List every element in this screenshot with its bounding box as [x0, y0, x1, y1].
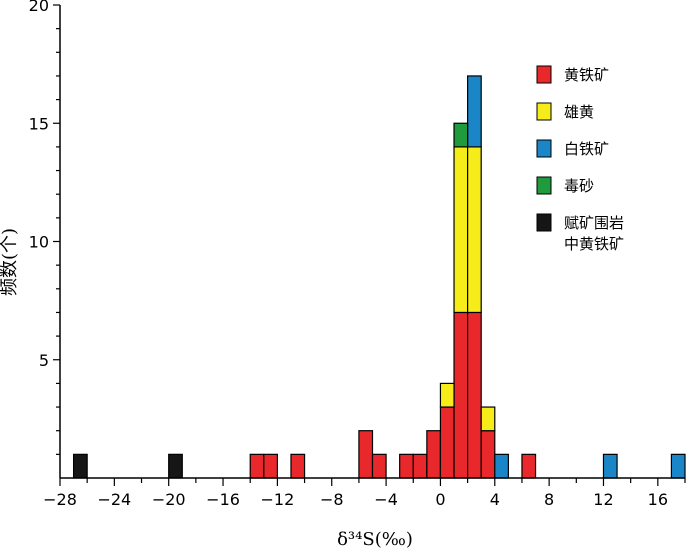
- legend-swatch-2: [536, 139, 552, 158]
- legend-swatch-0: [536, 65, 552, 84]
- x-tick-label: 12: [593, 490, 613, 509]
- x-tick-label: −12: [261, 490, 295, 509]
- legend-swatch-3: [536, 176, 552, 195]
- bar-0-2: [467, 311, 482, 479]
- legend-label-3: 毒砂: [564, 177, 594, 195]
- bar-0-1: [453, 311, 469, 479]
- bar-0--11: [290, 453, 306, 479]
- legend-label-4: 中黄铁矿: [564, 235, 624, 253]
- x-tick-label: −4: [374, 490, 398, 509]
- legend-label-4: 赋矿围岩: [564, 214, 624, 232]
- bar-0--6: [358, 430, 374, 479]
- legend-swatch-1: [536, 102, 552, 121]
- bar-0--2: [412, 453, 428, 479]
- x-tick-label: −8: [320, 490, 344, 509]
- y-axis-title: 频数(个): [0, 228, 20, 296]
- bar-2-17: [670, 453, 686, 479]
- bar-1-0: [439, 382, 455, 408]
- bar-0--14: [249, 453, 265, 479]
- bar-0-3: [480, 430, 496, 479]
- axes-layer: −28 −24 −20 −16 −12 −8 −4 0 4 8 12 16 5 10 15 20: [29, 0, 686, 509]
- legend-label-1: 雄黄: [564, 103, 594, 121]
- bars-layer: [72, 75, 686, 479]
- x-tick-label: 8: [544, 490, 554, 509]
- bar-0--5: [371, 453, 387, 479]
- bar-0-0: [439, 406, 455, 479]
- x-axis-title: δ³⁴S(‰): [337, 529, 413, 550]
- y-tick-label: 20: [29, 0, 49, 15]
- legend-label-2: 白铁矿: [564, 140, 609, 158]
- x-tick-label: −16: [206, 490, 240, 509]
- bar-2-4: [494, 453, 509, 479]
- bar-0--13: [263, 453, 278, 479]
- y-tick-label: 15: [29, 114, 49, 133]
- bar-0-6: [521, 453, 537, 479]
- legend-swatch-4: [536, 213, 552, 232]
- x-tick-label: −24: [97, 490, 131, 509]
- bar-3-1: [453, 122, 469, 148]
- bar-4--20: [168, 453, 183, 479]
- bar-1-2: [467, 146, 482, 314]
- x-tick-label: −28: [43, 490, 77, 509]
- x-tick-label: 0: [435, 490, 445, 509]
- x-tick-label: −20: [152, 490, 186, 509]
- y-tick-label: 10: [29, 233, 49, 252]
- bar-2-12: [602, 453, 618, 479]
- x-tick-label: 4: [490, 490, 500, 509]
- legend-label-0: 黄铁矿: [564, 66, 609, 84]
- bar-2-2: [467, 75, 482, 148]
- x-tick-label: 16: [648, 490, 668, 509]
- bar-0--1: [426, 430, 442, 479]
- bar-0--3: [399, 453, 414, 479]
- bar-1-3: [480, 406, 496, 432]
- bar-1-1: [453, 146, 469, 314]
- bar-4--27: [72, 453, 88, 479]
- y-tick-label: 5: [39, 351, 49, 370]
